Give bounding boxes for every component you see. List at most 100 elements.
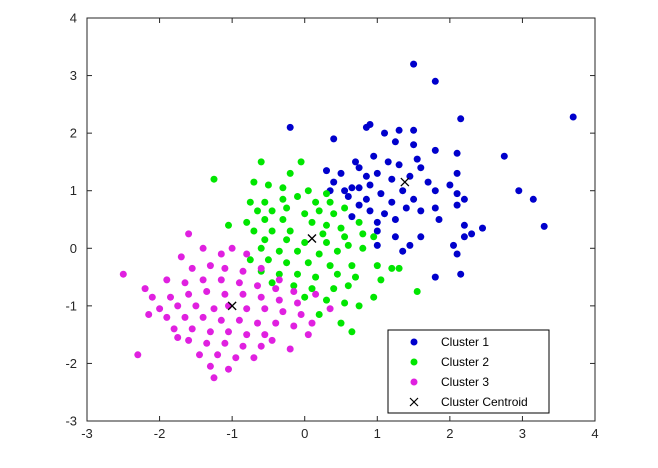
point-cluster-2: [312, 273, 320, 281]
point-cluster-3: [261, 331, 269, 339]
point-cluster-1: [457, 115, 465, 123]
point-cluster-2: [315, 207, 323, 215]
point-cluster-1: [431, 187, 439, 195]
point-cluster-2: [348, 262, 356, 270]
point-cluster-1: [373, 218, 381, 226]
point-cluster-1: [529, 195, 537, 203]
point-cluster-1: [388, 198, 396, 206]
point-cluster-1: [391, 216, 399, 223]
point-cluster-1: [468, 230, 476, 238]
point-cluster-2: [333, 247, 341, 255]
point-cluster-1: [453, 250, 461, 258]
point-cluster-2: [323, 239, 330, 246]
point-cluster-3: [239, 290, 247, 298]
point-cluster-2: [413, 288, 421, 295]
point-cluster-3: [239, 342, 247, 350]
point-cluster-2: [257, 158, 265, 166]
point-cluster-3: [312, 290, 320, 298]
point-cluster-2: [225, 221, 232, 229]
point-cluster-3: [297, 311, 305, 318]
point-cluster-2: [308, 285, 316, 293]
point-cluster-2: [301, 210, 309, 218]
point-cluster-2: [370, 233, 378, 241]
point-cluster-1: [453, 201, 461, 209]
point-cluster-1: [384, 158, 392, 166]
point-cluster-1: [355, 201, 363, 209]
point-cluster-2: [283, 259, 291, 267]
point-cluster-3: [199, 276, 207, 284]
point-cluster-2: [337, 224, 345, 232]
point-cluster-3: [254, 282, 261, 290]
point-cluster-3: [203, 288, 211, 295]
legend: Cluster 1 Cluster 2 Cluster 3 Cluster Ce…: [387, 329, 550, 414]
point-cluster-1: [540, 222, 548, 230]
point-cluster-1: [323, 167, 330, 175]
point-cluster-1: [399, 187, 407, 195]
point-cluster-1: [402, 204, 410, 212]
point-cluster-3: [257, 264, 265, 272]
point-cluster-3: [275, 296, 283, 304]
point-cluster-1: [410, 60, 418, 68]
point-cluster-3: [221, 290, 229, 298]
point-cluster-3: [225, 302, 232, 310]
point-cluster-3: [254, 319, 261, 327]
y-tick-label: 3: [70, 68, 77, 83]
x-tick-label: -2: [154, 426, 166, 441]
point-cluster-3: [181, 279, 189, 287]
centroid-marker: [400, 177, 410, 187]
point-cluster-2: [333, 270, 341, 278]
point-cluster-3: [221, 339, 229, 347]
point-cluster-3: [294, 299, 301, 307]
point-cluster-1: [453, 190, 461, 198]
point-cluster-1: [417, 207, 425, 215]
y-tick-label: 1: [70, 183, 77, 198]
x-tick-label: 0: [301, 426, 308, 441]
point-cluster-1: [460, 195, 468, 203]
legend-label-cluster-3: Cluster 3: [441, 375, 489, 389]
point-cluster-1: [370, 152, 378, 160]
point-cluster-3: [304, 331, 312, 339]
point-cluster-3: [134, 351, 142, 359]
point-cluster-2: [323, 221, 330, 229]
point-cluster-2: [352, 273, 359, 281]
point-cluster-3: [290, 322, 298, 330]
point-cluster-3: [148, 293, 156, 301]
point-cluster-1: [348, 184, 356, 192]
point-cluster-1: [431, 77, 439, 85]
point-cluster-1: [457, 270, 465, 278]
point-cluster-3: [174, 302, 182, 310]
point-cluster-3: [199, 313, 207, 321]
point-cluster-3: [203, 339, 211, 347]
point-cluster-1: [431, 204, 439, 212]
point-cluster-2: [275, 270, 283, 278]
point-cluster-3: [257, 342, 265, 350]
point-cluster-1: [366, 181, 374, 189]
point-cluster-2: [304, 259, 312, 267]
point-cluster-2: [264, 256, 272, 264]
point-cluster-3: [225, 328, 232, 336]
point-cluster-3: [261, 305, 269, 313]
point-cluster-1: [373, 241, 381, 249]
point-cluster-3: [156, 305, 164, 313]
point-cluster-2: [344, 241, 352, 249]
point-cluster-3: [181, 313, 189, 321]
y-tick-label: -1: [65, 298, 77, 313]
point-cluster-2: [330, 285, 338, 293]
point-cluster-2: [370, 293, 378, 301]
point-cluster-2: [279, 184, 287, 192]
point-cluster-3: [185, 290, 193, 298]
point-cluster-1: [399, 247, 407, 255]
point-cluster-1: [362, 195, 370, 203]
axes-box: [86, 17, 596, 422]
point-cluster-3: [206, 362, 214, 370]
point-cluster-3: [243, 331, 251, 339]
point-cluster-1: [410, 126, 418, 134]
point-cluster-3: [170, 325, 178, 333]
legend-label-cluster-1: Cluster 1: [441, 335, 489, 349]
point-cluster-3: [326, 305, 334, 313]
point-cluster-1: [341, 187, 349, 195]
point-cluster-2: [294, 193, 301, 200]
y-tick-label: 0: [70, 241, 77, 256]
point-cluster-1: [410, 195, 418, 203]
legend-marker-cluster-2: [410, 358, 418, 366]
